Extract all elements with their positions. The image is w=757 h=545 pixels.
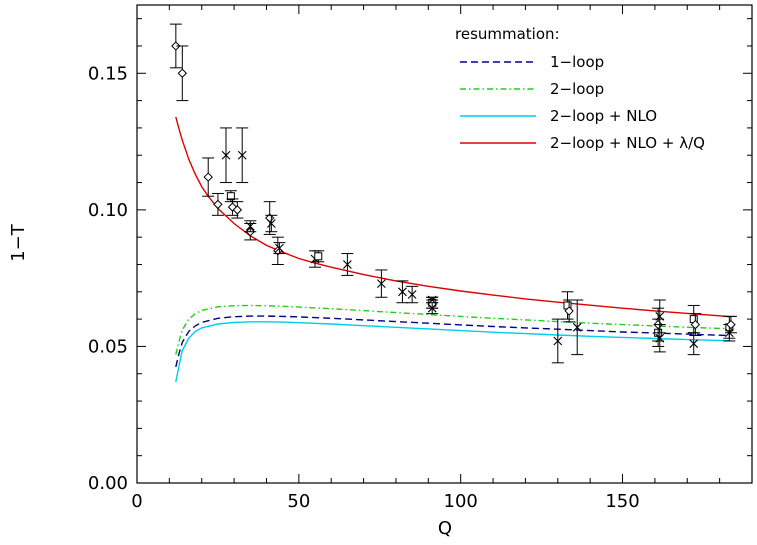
cross-marker	[221, 150, 231, 160]
square-marker	[314, 252, 323, 261]
cross-marker	[572, 322, 582, 332]
legend: resummation: 1−loop 2−loop 2−loop + NLO 2−lo…	[455, 25, 705, 152]
diamond-marker	[177, 68, 188, 78]
diamond-marker	[564, 306, 574, 316]
diamond-marker	[232, 205, 243, 215]
data-point-cross	[244, 220, 257, 233]
cross-marker	[407, 290, 417, 299]
data-point-square	[561, 291, 574, 320]
y-axis-label: 1−T	[8, 223, 29, 262]
diamond-marker	[171, 41, 181, 51]
data-point-cross	[551, 318, 564, 364]
data-point-cross	[426, 302, 439, 315]
data-point-cross	[341, 253, 354, 276]
cross-marker	[237, 150, 247, 160]
data-point-cross	[653, 324, 666, 353]
data-point-square	[224, 190, 237, 203]
x-tick-label: 50	[287, 491, 310, 512]
cross-marker	[266, 219, 276, 228]
diamond-marker	[213, 199, 223, 210]
cross-marker	[655, 333, 665, 343]
legend-title: resummation:	[455, 25, 560, 43]
plot-frame	[136, 4, 753, 484]
legend-label-1: 1−loop	[550, 53, 604, 71]
data-point-diamond	[202, 157, 215, 197]
cross-marker	[553, 336, 563, 346]
cross-marker	[343, 260, 352, 269]
diamond-marker	[690, 319, 701, 330]
series-line-3	[175, 321, 730, 383]
data-point-square	[312, 250, 325, 263]
diamond-marker	[203, 172, 213, 182]
legend-label-2: 2−loop	[550, 80, 604, 98]
series-line-4	[175, 116, 730, 318]
x-tick-label: 150	[605, 491, 639, 512]
series-line-1	[175, 315, 730, 368]
data-point-diamond	[211, 192, 224, 216]
square-marker	[226, 192, 235, 201]
data-point-diamond	[263, 201, 276, 235]
x-axis-label: Q	[438, 518, 452, 539]
data-point-diamond	[724, 315, 737, 334]
x-tick-label: 0	[131, 491, 142, 512]
cross-marker	[275, 243, 284, 253]
data-point-cross	[396, 280, 409, 304]
data-point-cross	[236, 127, 249, 184]
data-point-cross	[571, 299, 584, 356]
data-point-cross	[220, 127, 233, 184]
data-point-cross	[406, 285, 419, 304]
data-point-cross	[265, 214, 278, 233]
data-point-diamond	[169, 23, 182, 69]
data-point-cross	[687, 332, 700, 356]
cross-marker	[655, 311, 665, 321]
cross-marker	[398, 287, 407, 297]
cross-marker	[689, 339, 699, 349]
y-tick-label: 0.05	[88, 336, 128, 357]
y-tick-label: 0.10	[88, 200, 128, 221]
diamond-marker	[726, 319, 736, 330]
data-point-cross	[375, 269, 388, 298]
cross-marker	[427, 303, 437, 313]
legend-label-4: 2−loop + NLO + λ/Q	[550, 134, 705, 152]
legend-label-3: 2−loop + NLO	[550, 107, 657, 125]
data-point-cross	[273, 242, 286, 255]
y-tick-label: 0.00	[88, 473, 128, 494]
data-point-square	[687, 304, 700, 334]
cross-marker	[245, 221, 255, 231]
x-tick-label: 100	[444, 491, 478, 512]
data-point-diamond	[176, 45, 189, 102]
data-point-diamond	[689, 313, 702, 337]
y-tick-label: 0.15	[88, 63, 128, 84]
data-point-diamond	[231, 201, 244, 219]
cross-marker	[376, 279, 386, 288]
